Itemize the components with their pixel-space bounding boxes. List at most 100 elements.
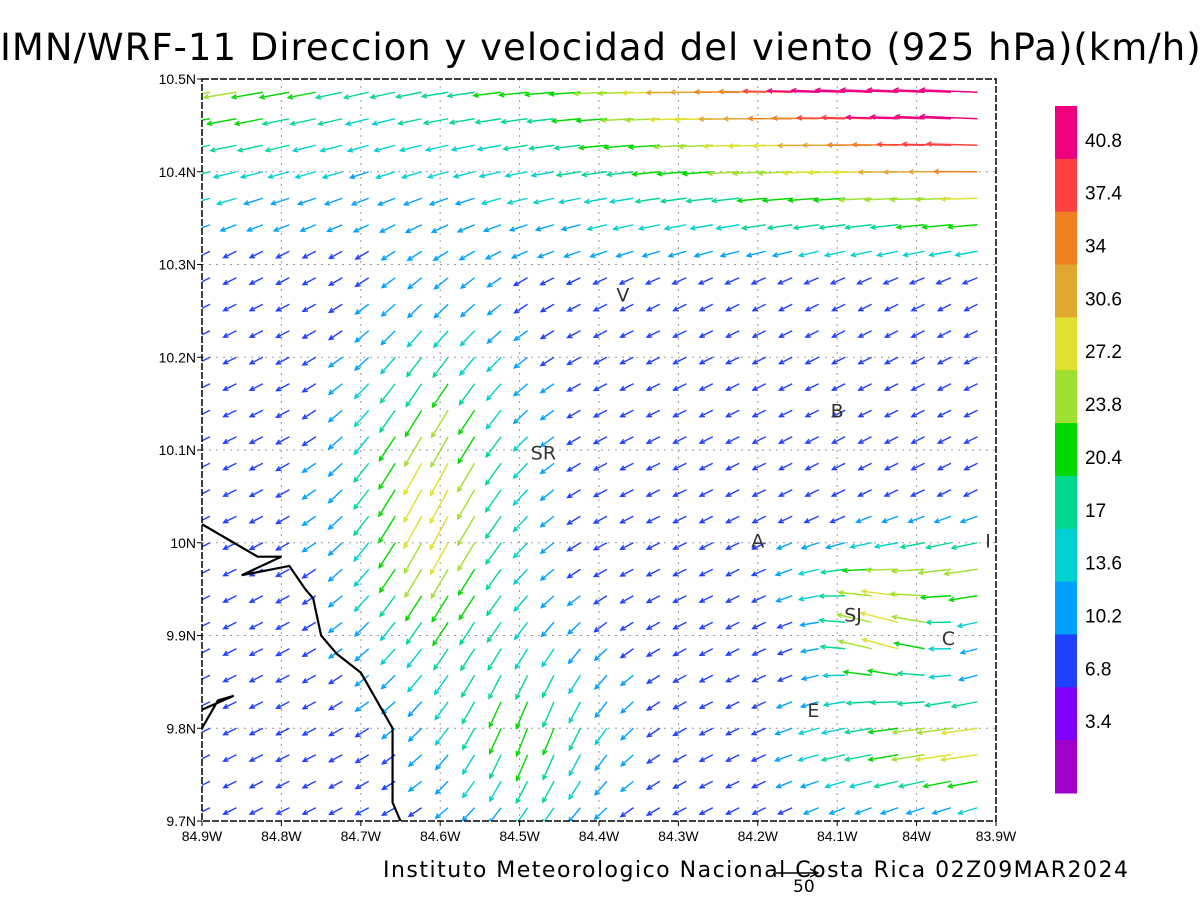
- wind-vector: [799, 701, 819, 709]
- wind-vector: [950, 701, 978, 709]
- wind-vector: [542, 780, 555, 804]
- wind-vector: [672, 621, 687, 630]
- wind-vector: [672, 356, 687, 365]
- wind-vector: [328, 250, 343, 260]
- wind-vector: [275, 595, 290, 604]
- wind-vector: [672, 727, 687, 737]
- colorbar: 40.8 37.4 34 30.6 27.2 23.8 20.4 17 13.6 10.2 6.8 3…: [1055, 106, 1122, 794]
- wind-vector: [804, 489, 819, 497]
- wind-vector: [910, 383, 925, 391]
- wind-vector: [489, 754, 502, 780]
- wind-vector: [592, 303, 608, 312]
- y-tick-label: 10.5N: [159, 71, 196, 87]
- place-label: SR: [531, 442, 556, 464]
- x-tick-label: 84.3W: [658, 828, 699, 844]
- wind-vector: [202, 780, 211, 789]
- wind-vector: [461, 807, 476, 821]
- wind-vector: [963, 436, 978, 444]
- wind-vector: [883, 330, 899, 338]
- wind-vector: [830, 409, 846, 418]
- wind-vector: [672, 409, 687, 418]
- wind-vector: [843, 727, 872, 735]
- wind-vector: [460, 674, 476, 699]
- wind-vector: [512, 436, 529, 452]
- wind-vector: [864, 567, 899, 573]
- wind-vector: [433, 674, 449, 696]
- wind-vector: [645, 701, 661, 711]
- wind-vector: [326, 224, 343, 233]
- wind-vector: [577, 144, 608, 151]
- wind-vector: [239, 171, 264, 180]
- wind-vector: [515, 727, 529, 758]
- wind-vector: [380, 330, 396, 346]
- wind-vector: [956, 807, 978, 815]
- wind-vector: [248, 727, 264, 736]
- x-tick-label: 84.9W: [182, 828, 223, 844]
- wind-vector: [566, 595, 581, 607]
- wind-vector: [512, 462, 529, 480]
- wind-vector: [327, 277, 343, 287]
- colorbar-swatch: [1055, 264, 1077, 318]
- wind-vector: [301, 489, 317, 500]
- wind-vector: [296, 197, 317, 206]
- wind-vector: [458, 383, 476, 406]
- wind-vector: [619, 542, 634, 551]
- wind-vector: [963, 462, 978, 471]
- y-tick-label: 9.9N: [166, 628, 196, 644]
- colorbar-label: 17: [1085, 501, 1106, 522]
- wind-vector: [592, 356, 608, 365]
- wind-vector: [222, 701, 237, 709]
- wind-vector: [539, 489, 555, 502]
- wind-vector: [275, 807, 290, 815]
- wind-vector: [890, 568, 925, 574]
- wind-vector: [275, 542, 290, 551]
- wind-vector: [321, 171, 343, 180]
- wind-vector: [592, 568, 608, 578]
- wind-vector: [452, 171, 475, 179]
- wind-vector: [867, 727, 899, 735]
- wind-vector: [837, 639, 872, 650]
- wind-vector: [327, 462, 343, 477]
- wind-vector: [248, 674, 264, 683]
- wind-vector: [248, 542, 264, 551]
- wind-vector: [248, 462, 264, 471]
- wind-vector: [348, 171, 369, 180]
- colorbar-swatch: [1055, 581, 1077, 635]
- wind-vector: [961, 277, 978, 285]
- wind-vector: [963, 409, 978, 418]
- wind-vector: [725, 780, 740, 789]
- wind-vector: [513, 621, 529, 641]
- wind-vector: [829, 277, 846, 285]
- wind-vector: [950, 542, 978, 550]
- wind-vector: [457, 542, 476, 572]
- wind-vector: [267, 171, 290, 180]
- wind-vector: [798, 621, 819, 628]
- wind-vector: [400, 171, 422, 180]
- wind-vector: [525, 118, 555, 125]
- footer-credit: Instituto Meteorologico Nacional Costa R…: [383, 858, 1130, 883]
- wind-vector: [434, 807, 449, 820]
- wind-vector: [448, 118, 475, 126]
- wind-vector: [514, 648, 529, 670]
- wind-vector: [539, 383, 555, 394]
- wind-vector: [485, 436, 502, 459]
- wind-vector: [346, 144, 369, 153]
- wind-vector: [376, 197, 396, 206]
- wind-vector: [486, 330, 502, 344]
- wind-vector: [792, 224, 819, 231]
- wind-vector: [275, 648, 290, 657]
- wind-vector: [404, 568, 423, 599]
- wind-vector: [725, 542, 740, 550]
- wind-vector: [593, 648, 608, 662]
- wind-vector: [775, 780, 793, 789]
- wind-vector: [472, 91, 502, 98]
- wind-vector: [484, 250, 502, 260]
- wind-vector: [353, 515, 370, 537]
- wind-vector: [580, 171, 608, 178]
- wind-vector: [327, 383, 343, 396]
- wind-vector: [485, 542, 502, 566]
- wind-vector: [910, 356, 925, 365]
- wind-vector: [828, 807, 846, 815]
- wind-vector: [803, 515, 819, 524]
- wind-vector: [857, 436, 872, 444]
